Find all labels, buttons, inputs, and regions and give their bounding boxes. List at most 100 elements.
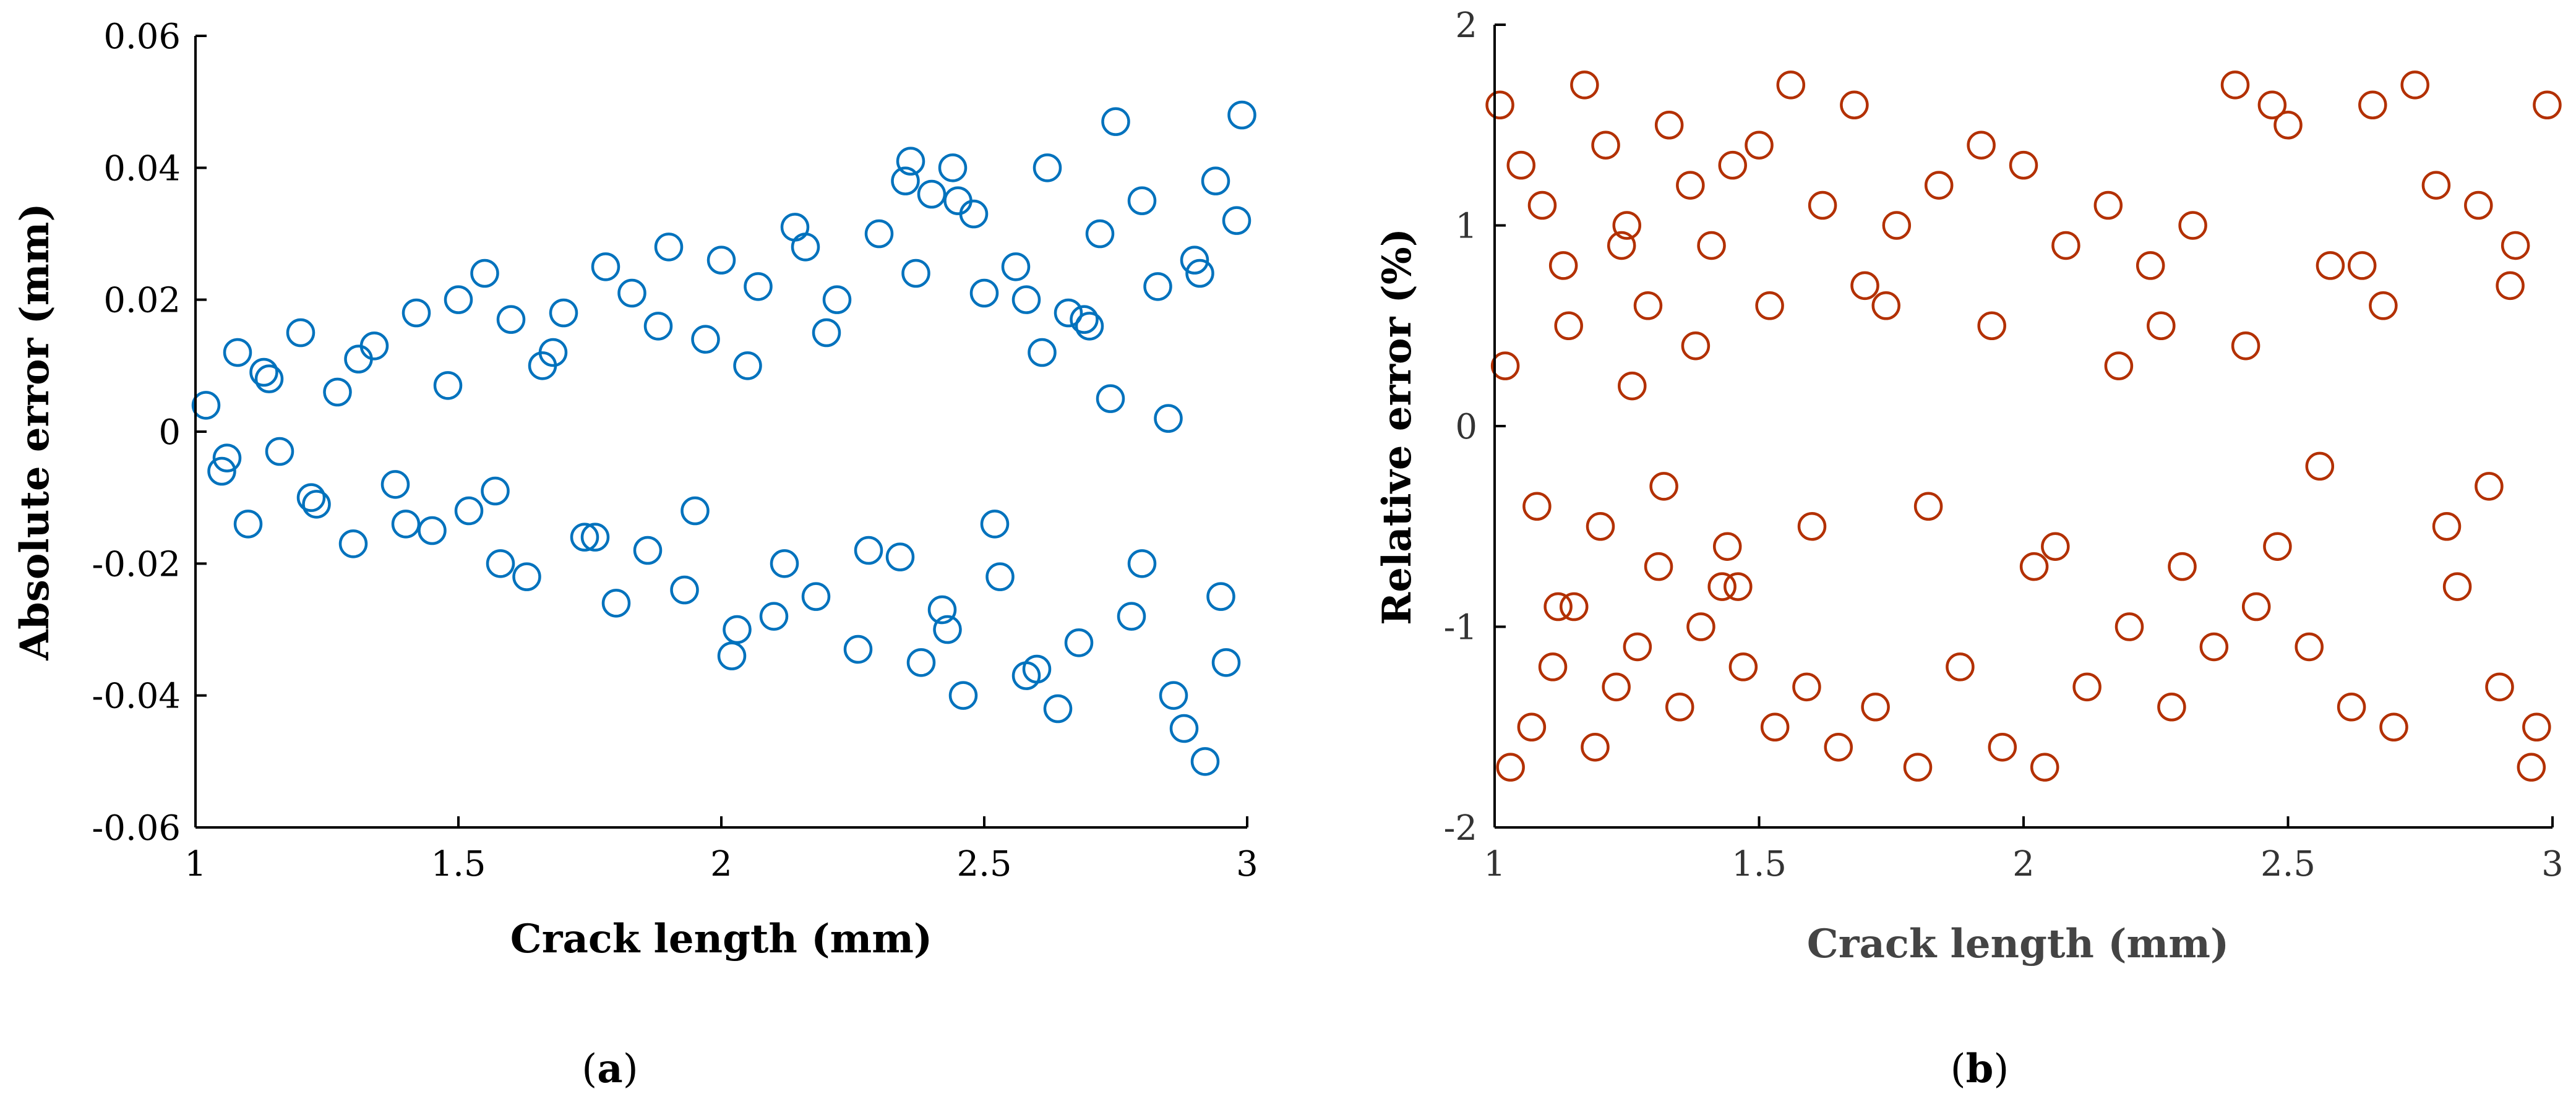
data-point (344, 344, 373, 374)
data-point (691, 325, 720, 354)
y-tick-label: 0.04 (103, 148, 181, 189)
data-point (2337, 693, 2366, 722)
data-point (959, 199, 989, 229)
data-point (254, 364, 284, 393)
y-tick-label: -0.06 (92, 808, 181, 848)
data-point (906, 648, 936, 677)
data-point (1485, 90, 1514, 120)
data-point (302, 490, 331, 519)
data-point (1127, 549, 1157, 578)
data-point (617, 278, 646, 308)
y-tick-label: -0.04 (92, 677, 181, 717)
data-point (1570, 70, 1599, 100)
data-point (985, 562, 1015, 591)
data-point (1707, 572, 1737, 601)
x-tick-label: 1.5 (1732, 844, 1787, 884)
data-point (249, 357, 278, 387)
data-point (2273, 111, 2303, 140)
data-point (265, 437, 294, 466)
data-point (744, 272, 773, 301)
x-tick-label: 1.5 (431, 844, 486, 884)
data-point (233, 510, 263, 539)
x-tick-label: 2 (710, 844, 732, 884)
data-point (2104, 351, 2134, 380)
chart-panel-a: 1 1.5 2 2.5 3 -0.06 -0.04 -0.02 0 0.02 0.04 0.06 C… (12, 17, 1258, 1092)
data-point (1882, 211, 1912, 240)
data-point (1623, 632, 1652, 662)
data-point (2533, 90, 2562, 120)
data-point (470, 258, 499, 288)
data-point (286, 318, 316, 348)
data-point (1808, 190, 1837, 220)
y-tick-label: 1 (1455, 207, 1477, 247)
data-point (1127, 186, 1157, 215)
data-point (723, 615, 752, 644)
data-point (2041, 532, 2070, 561)
data-point (338, 529, 368, 558)
data-point (1697, 231, 1726, 260)
data-point (969, 278, 999, 308)
y-tick-label: 0.06 (103, 17, 181, 57)
data-point (1633, 291, 1663, 320)
data-point (2157, 693, 2186, 722)
data-point (2442, 572, 2472, 601)
data-point (481, 476, 510, 506)
data-point (1070, 305, 1099, 334)
data-point (2485, 672, 2514, 702)
data-point (1548, 251, 1578, 280)
data-point (1506, 150, 1535, 180)
data-point (791, 233, 820, 262)
data-point (1840, 90, 1869, 120)
panel-letter-a: a (597, 1046, 622, 1092)
data-point (1206, 582, 1235, 611)
data-point (943, 186, 972, 215)
y-axis-title-a: Absolute error (mm) (12, 203, 58, 660)
data-point (2522, 712, 2551, 741)
data-point (1602, 672, 1631, 702)
data-point (2257, 90, 2287, 120)
data-point (1011, 285, 1041, 314)
data-point (570, 523, 599, 552)
data-point (207, 456, 236, 486)
data-point (854, 536, 883, 565)
data-point (843, 634, 873, 664)
data-point (601, 589, 631, 618)
data-point (1190, 747, 1220, 776)
y-tick-label: 0.02 (103, 281, 181, 321)
data-point (433, 371, 463, 400)
x-axis-title-a: Crack length (mm) (510, 916, 932, 962)
data-point (1064, 628, 1094, 657)
data-point (1011, 661, 1041, 690)
x-tick-label: 2.5 (2260, 844, 2316, 884)
data-point (1527, 190, 1557, 220)
data-point (885, 542, 915, 571)
data-point (1143, 272, 1172, 301)
data-point (2517, 753, 2546, 782)
data-point (927, 595, 957, 625)
x-ticks-a: 1 1.5 2 2.5 3 (184, 816, 1258, 884)
data-point (1871, 291, 1900, 320)
data-point (1676, 171, 1705, 200)
data-point (1776, 70, 1806, 100)
data-point (2168, 552, 2197, 581)
data-point (938, 153, 968, 182)
data-point (812, 318, 841, 348)
data-point (1001, 252, 1031, 281)
data-point (2199, 632, 2229, 662)
data-point (1490, 351, 1520, 380)
data-point (1522, 492, 1552, 521)
data-point (1054, 298, 1083, 328)
data-point (2051, 231, 2080, 260)
data-point (1797, 512, 1827, 541)
data-point (717, 641, 747, 670)
data-points-b (1485, 70, 2562, 782)
data-point (1560, 592, 1589, 621)
data-point (380, 470, 410, 499)
data-point (1612, 211, 1641, 240)
data-point (1724, 572, 1753, 601)
data-point (2358, 90, 2387, 120)
data-point (2421, 171, 2451, 200)
data-point (780, 213, 810, 242)
data-point (2147, 311, 2176, 340)
data-point (1850, 271, 1879, 301)
